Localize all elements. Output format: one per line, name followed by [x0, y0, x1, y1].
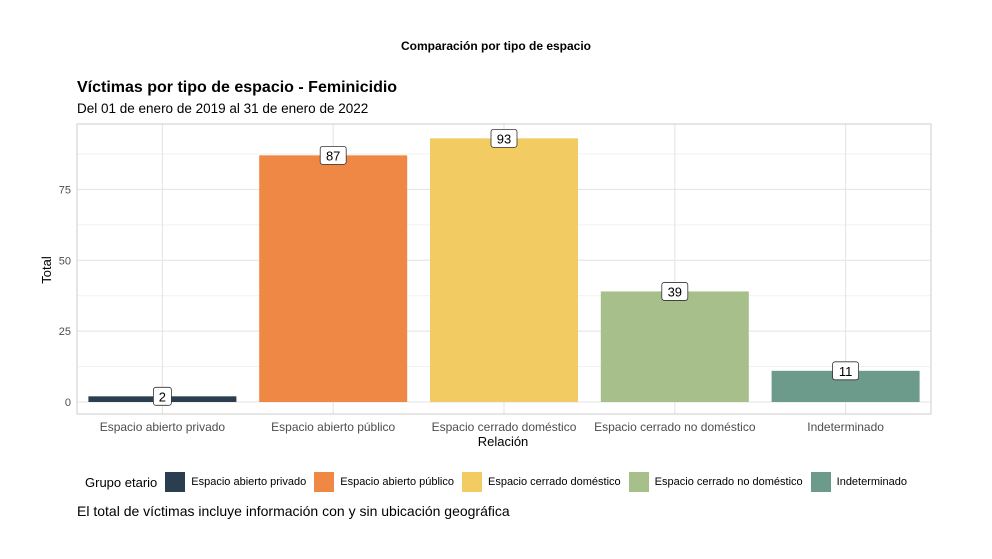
svg-text:87: 87: [326, 148, 340, 163]
data-label: 87: [319, 145, 347, 165]
legend-label: Espacio cerrado no doméstico: [654, 476, 803, 488]
plot-panel-border: [76, 123, 932, 415]
legend-label: Espacio abierto público: [340, 476, 454, 488]
legend-swatch: [810, 472, 831, 492]
x-tick-label: Indeterminado: [807, 420, 884, 434]
legend: Grupo etario Espacio abierto privado Espa…: [85, 469, 915, 495]
x-tick-label: Espacio cerrado doméstico: [432, 420, 577, 434]
chart-subtitle: Del 01 de enero de 2019 al 31 de enero d…: [77, 101, 369, 116]
svg-text:93: 93: [497, 131, 511, 146]
x-tick-label: Espacio abierto privado: [100, 420, 226, 434]
data-label: 11: [832, 361, 859, 381]
svg-text:39: 39: [668, 284, 682, 299]
legend-swatch: [461, 472, 482, 492]
x-axis-title: Relación: [478, 434, 529, 449]
y-tick-label: 0: [65, 397, 71, 409]
legend-swatch: [165, 472, 186, 492]
legend-item: Espacio abierto público: [314, 472, 454, 492]
bar: [430, 138, 578, 402]
bar: [259, 155, 408, 402]
legend-item: Espacio abierto privado: [165, 472, 306, 492]
data-label: 2: [152, 386, 172, 406]
legend-swatch: [314, 472, 335, 492]
legend-label: Indeterminado: [836, 476, 907, 488]
legend-title: Grupo etario: [85, 474, 158, 490]
bar: [600, 291, 749, 402]
y-axis-title: Total: [39, 256, 54, 284]
chart-title: Víctimas por tipo de espacio - Feminicid…: [77, 79, 398, 96]
legend-label: Espacio abierto privado: [191, 476, 307, 488]
y-tick-label: 25: [59, 326, 71, 338]
legend-item: Espacio cerrado doméstico: [461, 472, 621, 492]
legend-label: Espacio cerrado doméstico: [487, 476, 621, 488]
legend-swatch: [628, 472, 649, 492]
svg-text:2: 2: [159, 389, 166, 404]
legend-item: Espacio cerrado no doméstico: [628, 472, 803, 492]
data-label: 39: [661, 282, 689, 301]
legend-item: Indeterminado: [810, 472, 907, 492]
y-tick-label: 50: [59, 255, 71, 267]
data-label: 93: [490, 128, 518, 148]
page-title: Comparación por tipo de espacio: [400, 39, 592, 53]
x-tick-label: Espacio abierto público: [271, 420, 395, 434]
chart-caption: El total de víctimas incluye información…: [77, 503, 510, 519]
y-tick-label: 75: [59, 184, 71, 196]
svg-text:11: 11: [839, 364, 853, 379]
x-tick-label: Espacio cerrado no doméstico: [594, 420, 756, 434]
